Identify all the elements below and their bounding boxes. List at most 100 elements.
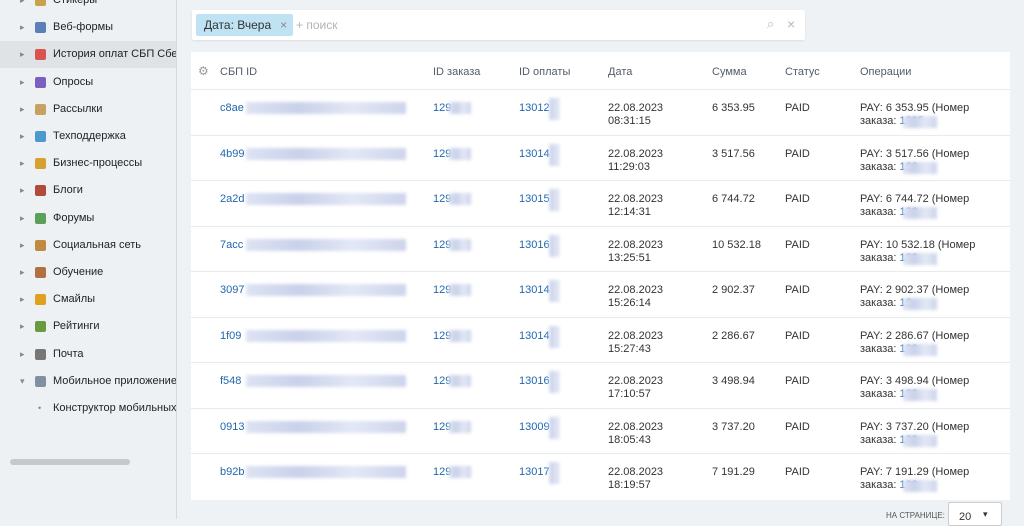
time: 13:25:51 [608,251,651,264]
item-icon [35,131,46,142]
payment-id[interactable]: 13014 [519,147,550,160]
payment-id[interactable]: 13012 [519,102,550,114]
expand-arrow[interactable]: ▸ [20,76,25,87]
expand-arrow[interactable]: ▸ [20,185,25,196]
column-header[interactable]: ID заказа [433,66,481,78]
sidebar-item[interactable]: • Конструктор мобильных п [0,395,176,422]
search-icon[interactable]: ⌕ [767,16,775,31]
column-header[interactable]: Статус [785,66,820,78]
expand-arrow[interactable]: ▸ [20,49,25,60]
date: 22.08.2023 [608,193,664,205]
payment-id[interactable]: 13016 [519,375,550,387]
date: 22.08.2023 [608,466,664,478]
column-header[interactable]: СБП ID [220,66,258,78]
blurred-text [246,284,406,296]
item-icon [35,158,46,170]
item-label: Веб-формы [53,21,114,34]
column-header[interactable]: ID оплаты [519,66,571,78]
sidebar-item[interactable]: ▸ Рассылки [0,96,176,123]
time: 15:26:14 [608,297,651,309]
sidebar-item[interactable]: ▾ Мобильное приложение [0,368,176,395]
expand-arrow[interactable]: ▸ [20,239,25,250]
sidebar-item[interactable]: ▸ Обучение [0,259,176,286]
sbp-id[interactable]: 0913 [220,420,245,433]
table-row: 7acc 129 13016 22.08.2023 13:25:51 10 532.18 P… [191,225,1010,272]
page-size-select[interactable]: 20 ▾ [948,502,1002,526]
expand-arrow[interactable]: ▸ [20,348,25,359]
table-row: b92b 129 13017 22.08.2023 18:19:57 7 191.29 PA… [191,453,1010,499]
sidebar-item[interactable]: ▸ История оплат СБП Сберб [0,41,176,69]
sidebar-item[interactable]: ▸ Социальная сеть [0,232,176,259]
order-id[interactable]: 129 [433,466,452,478]
order-id[interactable]: 129 [433,420,452,433]
column-header[interactable]: Дата [608,66,633,78]
column-header[interactable]: Операции [860,66,912,78]
sbp-id[interactable]: b92b [220,466,245,478]
expand-arrow[interactable]: ▸ [20,131,25,141]
sbp-id[interactable]: f548 [220,375,242,387]
sum: 10 532.18 [712,238,761,251]
table-row: 4b99 129 13014 22.08.2023 11:29:03 3 517.56 PA… [191,134,1010,181]
expand-arrow[interactable]: ▸ [20,321,25,332]
clear-icon[interactable]: × [787,16,796,32]
sbp-id[interactable]: 7acc [220,238,244,251]
column-header[interactable]: Сумма [712,66,747,78]
expand-arrow[interactable]: ▸ [20,22,25,33]
order-id[interactable]: 129 [433,329,452,342]
order-id[interactable]: 129 [433,238,452,251]
sidebar-item[interactable]: ▸ Стикеры [0,0,176,14]
expand-arrow[interactable]: ▸ [20,212,25,223]
sidebar-item[interactable]: ▸ Бизнес-процессы [0,150,176,177]
order-id[interactable]: 129 [433,284,452,296]
expand-arrow[interactable]: ▸ [20,294,25,305]
item-icon [35,267,46,278]
expand-arrow[interactable]: ▸ [20,267,25,277]
order-id[interactable]: 129 [433,147,452,160]
blurred-text [903,207,937,219]
item-label: Опросы [53,75,94,88]
payment-id[interactable]: 13014 [519,329,550,342]
sidebar-item[interactable]: ▸ Рейтинги [0,313,176,340]
operation-text: PAY: 6 353.95 (Номер заказа: [860,102,970,127]
sidebar-item[interactable]: ▸ Техподдержка [0,123,176,150]
expand-arrow[interactable]: ▸ [20,158,25,169]
payment-id[interactable]: 13016 [519,238,550,251]
sidebar-item[interactable]: ▸ Форумы [0,205,176,232]
blurred-text [246,375,406,387]
filter-tag-text: Дата: Вчера [204,18,272,32]
status: PAID [785,375,810,387]
expand-arrow[interactable]: • [38,403,42,413]
payment-id[interactable]: 13015 [519,193,550,205]
sidebar-item[interactable]: ▸ Смайлы [0,286,176,313]
date: 22.08.2023 [608,420,664,433]
item-label: Конструктор мобильных п [53,402,176,414]
sidebar-item[interactable]: ▸ Опросы [0,69,176,96]
filter-tag[interactable]: Дата: Вчера × [196,14,294,36]
sum: 6 353.95 [712,102,755,114]
payment-id[interactable]: 13014 [519,284,550,296]
search-placeholder[interactable]: + поиск [296,18,338,32]
sbp-id[interactable]: 3097 [220,284,245,296]
sbp-id[interactable]: 4b99 [220,147,245,160]
order-id[interactable]: 129 [433,375,452,387]
settings-icon[interactable]: ⚙ [198,64,209,78]
payment-id[interactable]: 13009 [519,420,550,433]
blurred-text [549,143,559,166]
payment-id[interactable]: 13017 [519,466,550,478]
order-id[interactable]: 129 [433,102,452,114]
sbp-id[interactable]: c8ae [220,102,244,114]
expand-arrow[interactable]: ▾ [20,375,25,386]
order-id[interactable]: 129 [433,193,452,205]
expand-arrow[interactable]: ▸ [20,103,25,114]
sidebar-item[interactable]: ▸ Почта [0,341,176,368]
sidebar-item[interactable]: ▸ Блоги [0,177,176,204]
expand-arrow[interactable]: ▸ [20,0,25,5]
item-label: Смайлы [53,293,96,306]
sidebar-item[interactable]: ▸ Веб-формы [0,14,176,41]
filter-bar[interactable]: Дата: Вчера × + поиск ⌕ × [192,10,805,40]
sbp-id[interactable]: 1f09 [220,329,242,342]
tag-remove[interactable]: × [280,18,288,32]
sbp-id[interactable]: 2a2d [220,193,245,205]
sum: 3 517.56 [712,147,755,160]
status: PAID [785,193,810,205]
